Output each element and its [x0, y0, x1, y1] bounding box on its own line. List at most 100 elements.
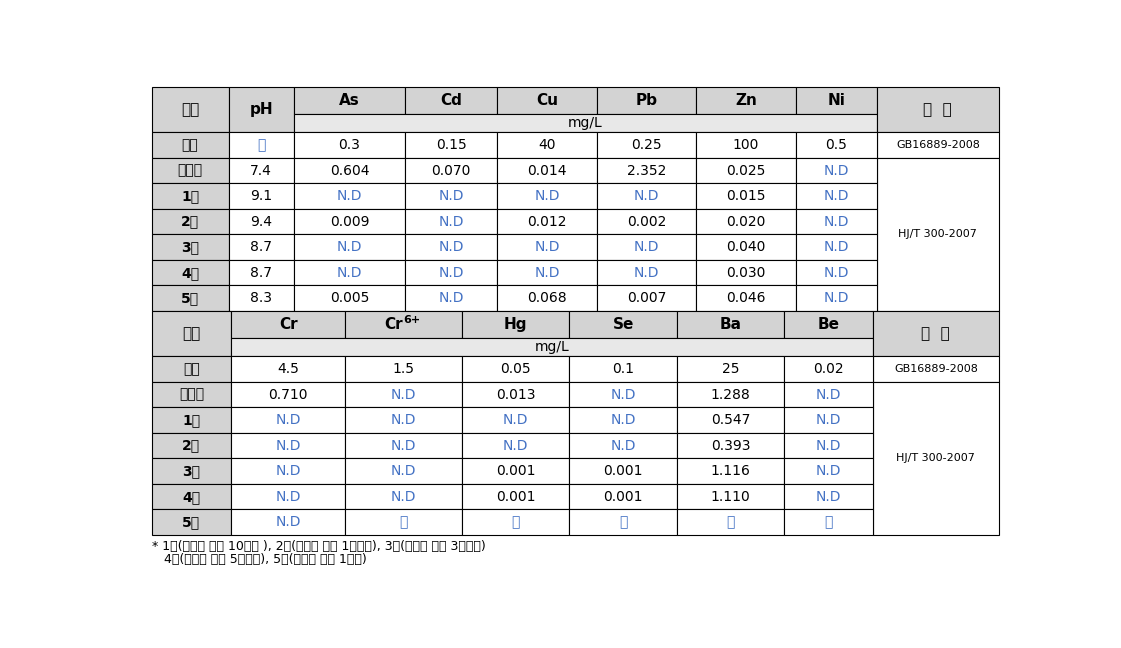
- Text: 0.025: 0.025: [726, 163, 766, 178]
- Text: 0.001: 0.001: [603, 490, 642, 503]
- Text: N.D: N.D: [610, 439, 636, 453]
- Text: －: －: [511, 515, 520, 529]
- Text: 0.02: 0.02: [813, 362, 844, 376]
- Text: －: －: [399, 515, 408, 529]
- Text: N.D: N.D: [391, 439, 417, 453]
- Bar: [462, 484, 569, 509]
- Text: 처리전: 처리전: [179, 388, 204, 402]
- Bar: [151, 286, 229, 311]
- Text: 비  고: 비 고: [924, 102, 952, 117]
- Text: N.D: N.D: [276, 490, 302, 503]
- Bar: [677, 433, 784, 458]
- Bar: [294, 235, 405, 260]
- Text: 6+: 6+: [402, 315, 420, 325]
- Bar: [796, 209, 877, 235]
- Bar: [294, 158, 405, 183]
- Text: N.D: N.D: [816, 490, 841, 503]
- Text: Hg: Hg: [504, 317, 528, 332]
- Bar: [596, 87, 696, 114]
- Text: 처리전: 처리전: [177, 163, 203, 178]
- Text: 1회: 1회: [182, 189, 200, 203]
- Bar: [796, 183, 877, 209]
- Bar: [498, 183, 596, 209]
- Text: 0.001: 0.001: [495, 490, 536, 503]
- Bar: [696, 132, 796, 158]
- Bar: [462, 408, 569, 433]
- Bar: [498, 87, 596, 114]
- Text: N.D: N.D: [391, 490, 417, 503]
- Bar: [231, 382, 345, 408]
- Bar: [796, 286, 877, 311]
- Text: 0.014: 0.014: [527, 163, 567, 178]
- Text: 0.3: 0.3: [339, 138, 360, 152]
- Bar: [405, 286, 498, 311]
- Text: 1.116: 1.116: [711, 464, 750, 478]
- Text: N.D: N.D: [535, 266, 559, 280]
- Bar: [696, 235, 796, 260]
- Text: N.D: N.D: [438, 240, 464, 254]
- Text: 기준: 기준: [183, 362, 200, 376]
- Bar: [677, 509, 784, 535]
- Bar: [796, 158, 877, 183]
- Bar: [405, 132, 498, 158]
- Bar: [596, 260, 696, 286]
- Text: 0.020: 0.020: [726, 214, 766, 229]
- Text: N.D: N.D: [438, 266, 464, 280]
- Bar: [784, 356, 873, 382]
- Text: N.D: N.D: [824, 266, 849, 280]
- Bar: [151, 87, 229, 132]
- Bar: [696, 209, 796, 235]
- Text: N.D: N.D: [276, 464, 302, 478]
- Text: N.D: N.D: [276, 515, 302, 529]
- Text: N.D: N.D: [816, 464, 841, 478]
- Bar: [784, 484, 873, 509]
- Bar: [345, 458, 462, 484]
- Bar: [229, 235, 294, 260]
- Text: 0.015: 0.015: [726, 189, 766, 203]
- Text: 5회: 5회: [182, 291, 200, 305]
- Bar: [696, 286, 796, 311]
- Bar: [696, 183, 796, 209]
- Bar: [151, 356, 231, 382]
- Bar: [462, 458, 569, 484]
- Text: GB16889-2008: GB16889-2008: [893, 364, 978, 374]
- Text: N.D: N.D: [391, 464, 417, 478]
- Bar: [784, 408, 873, 433]
- Text: Se: Se: [612, 317, 633, 332]
- Text: GB16889-2008: GB16889-2008: [896, 140, 980, 150]
- Bar: [498, 260, 596, 286]
- Bar: [151, 158, 229, 183]
- Text: 0.012: 0.012: [527, 214, 567, 229]
- Bar: [498, 132, 596, 158]
- Text: 2회: 2회: [183, 439, 201, 453]
- Bar: [151, 260, 229, 286]
- Text: mg/L: mg/L: [568, 116, 603, 130]
- Bar: [294, 132, 405, 158]
- Bar: [569, 382, 677, 408]
- Bar: [229, 209, 294, 235]
- Bar: [784, 458, 873, 484]
- Text: 0.001: 0.001: [603, 464, 642, 478]
- Text: 0.002: 0.002: [627, 214, 666, 229]
- Bar: [345, 382, 462, 408]
- Bar: [345, 408, 462, 433]
- Text: Cu: Cu: [536, 93, 558, 108]
- Bar: [877, 132, 999, 158]
- Bar: [696, 158, 796, 183]
- Text: Cr: Cr: [279, 317, 297, 332]
- Text: 0.15: 0.15: [436, 138, 466, 152]
- Text: mg/L: mg/L: [535, 340, 569, 354]
- Bar: [151, 311, 231, 356]
- Text: 1.5: 1.5: [392, 362, 415, 376]
- Bar: [784, 433, 873, 458]
- Bar: [784, 382, 873, 408]
- Text: 구분: 구분: [183, 326, 201, 341]
- Text: N.D: N.D: [610, 388, 636, 402]
- Bar: [873, 311, 999, 356]
- Bar: [796, 87, 877, 114]
- Bar: [294, 183, 405, 209]
- Text: 8.7: 8.7: [250, 240, 272, 254]
- Bar: [229, 183, 294, 209]
- Text: 2회: 2회: [182, 214, 200, 229]
- Text: 0.007: 0.007: [627, 291, 666, 305]
